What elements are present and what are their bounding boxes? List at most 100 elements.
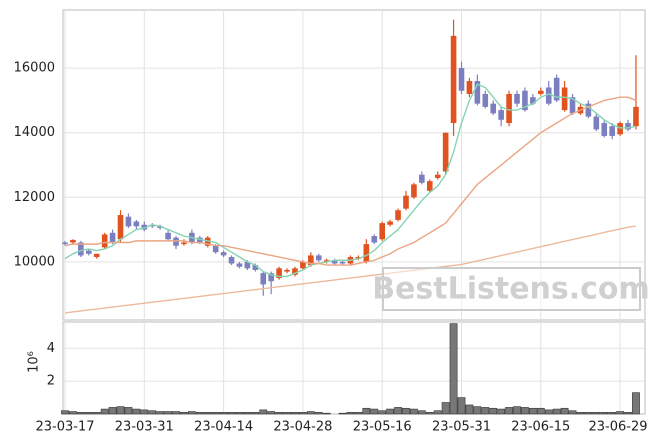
candle-body (300, 261, 306, 269)
volume-bar (608, 412, 617, 415)
candle-body (173, 237, 179, 246)
moving-average-line (64, 96, 637, 266)
volume-bar (92, 412, 101, 415)
price-frame (62, 9, 646, 321)
candle-body (450, 35, 457, 124)
candle-body (411, 184, 417, 198)
y-tick-label: 10000 (14, 254, 55, 269)
volume-bar (291, 412, 299, 415)
volume-bar (306, 411, 315, 415)
candle-body (514, 93, 520, 104)
volume-bar (283, 412, 291, 415)
candle-body (601, 123, 608, 136)
candle-body (609, 126, 615, 136)
moving-average-line (64, 83, 637, 278)
candle-body (363, 244, 370, 262)
candle-body (109, 232, 116, 243)
volume-bar (616, 411, 624, 415)
volume-bar (195, 412, 204, 415)
candle-body (419, 174, 425, 183)
volume-bar (132, 408, 141, 415)
candle-body (434, 174, 441, 178)
volume-bar (457, 397, 466, 415)
volume-bar (354, 412, 363, 415)
volume-bar (338, 412, 347, 415)
volume-bar (322, 412, 331, 415)
volume-bar (156, 411, 165, 415)
y-tick-label: 14000 (14, 125, 55, 140)
volume-bar (259, 409, 268, 415)
x-tick-label: 23-04-14 (194, 420, 253, 435)
candle-body (395, 210, 401, 220)
volume-bar (505, 407, 513, 415)
volume-bar (76, 412, 85, 415)
volume-bar (84, 412, 93, 415)
volume-bar (275, 412, 284, 415)
candle-body (474, 81, 481, 104)
volume-bar (346, 412, 355, 415)
candle-body (442, 132, 449, 172)
candle-body (93, 253, 100, 258)
volume-bar (402, 407, 410, 415)
candle-body (141, 224, 148, 230)
volume-bar (425, 412, 434, 415)
candle-body (308, 255, 314, 266)
volume-bar (69, 411, 77, 415)
volume-bar (180, 412, 188, 415)
candle-body (490, 103, 497, 114)
volume-bar (148, 410, 157, 415)
candle-body (125, 216, 132, 227)
volume-bar (410, 408, 418, 415)
candle-body (458, 68, 465, 91)
volume-bar (592, 412, 601, 415)
volume-bar (203, 412, 212, 415)
x-tick-label: 23-04-28 (273, 420, 332, 435)
candle-body (149, 224, 156, 227)
watermark-box (382, 267, 641, 311)
candle-body (228, 257, 235, 264)
volume-bar (164, 411, 172, 415)
watermark: BestListens.com (372, 272, 650, 307)
volume-bar (576, 412, 585, 415)
volume-bar (465, 404, 474, 415)
candle-body (252, 265, 259, 270)
volume-bar (584, 412, 593, 415)
candle-body (181, 242, 187, 245)
volume-bar (251, 412, 260, 415)
candle-body (117, 215, 124, 240)
volume-bar (600, 412, 609, 415)
candle-body (371, 236, 378, 243)
volume-bar (544, 409, 553, 415)
y-tick-label: 16000 (14, 61, 55, 76)
candle-body (78, 242, 84, 256)
volume-bar (394, 407, 402, 415)
volume-bar (481, 407, 490, 415)
candle-body (403, 195, 409, 209)
volume-bar (433, 410, 442, 415)
candle-body (236, 263, 243, 267)
candle-body (617, 123, 623, 135)
candle-body (62, 242, 68, 245)
candle-body (212, 245, 219, 253)
candle-body (593, 116, 600, 130)
candle-body (538, 90, 544, 94)
y-tick-label: 12000 (14, 190, 55, 205)
volume-bar (552, 408, 561, 415)
x-tick-label: 23-05-31 (432, 420, 491, 435)
volume-bar (61, 410, 69, 415)
volume-bar (473, 406, 482, 415)
candle-body (323, 260, 330, 262)
candle-body (244, 261, 251, 269)
candle-body (220, 252, 227, 256)
x-tick-label: 23-06-15 (511, 420, 570, 435)
volume-bar (243, 412, 252, 415)
volume-bar (497, 408, 506, 415)
volume-bar (108, 407, 117, 415)
candle-body (625, 123, 631, 130)
candle-body (204, 237, 211, 246)
volume-bar (172, 411, 180, 415)
candle-body (633, 106, 639, 127)
grid-layer (63, 10, 645, 414)
marks-layer (61, 19, 640, 415)
